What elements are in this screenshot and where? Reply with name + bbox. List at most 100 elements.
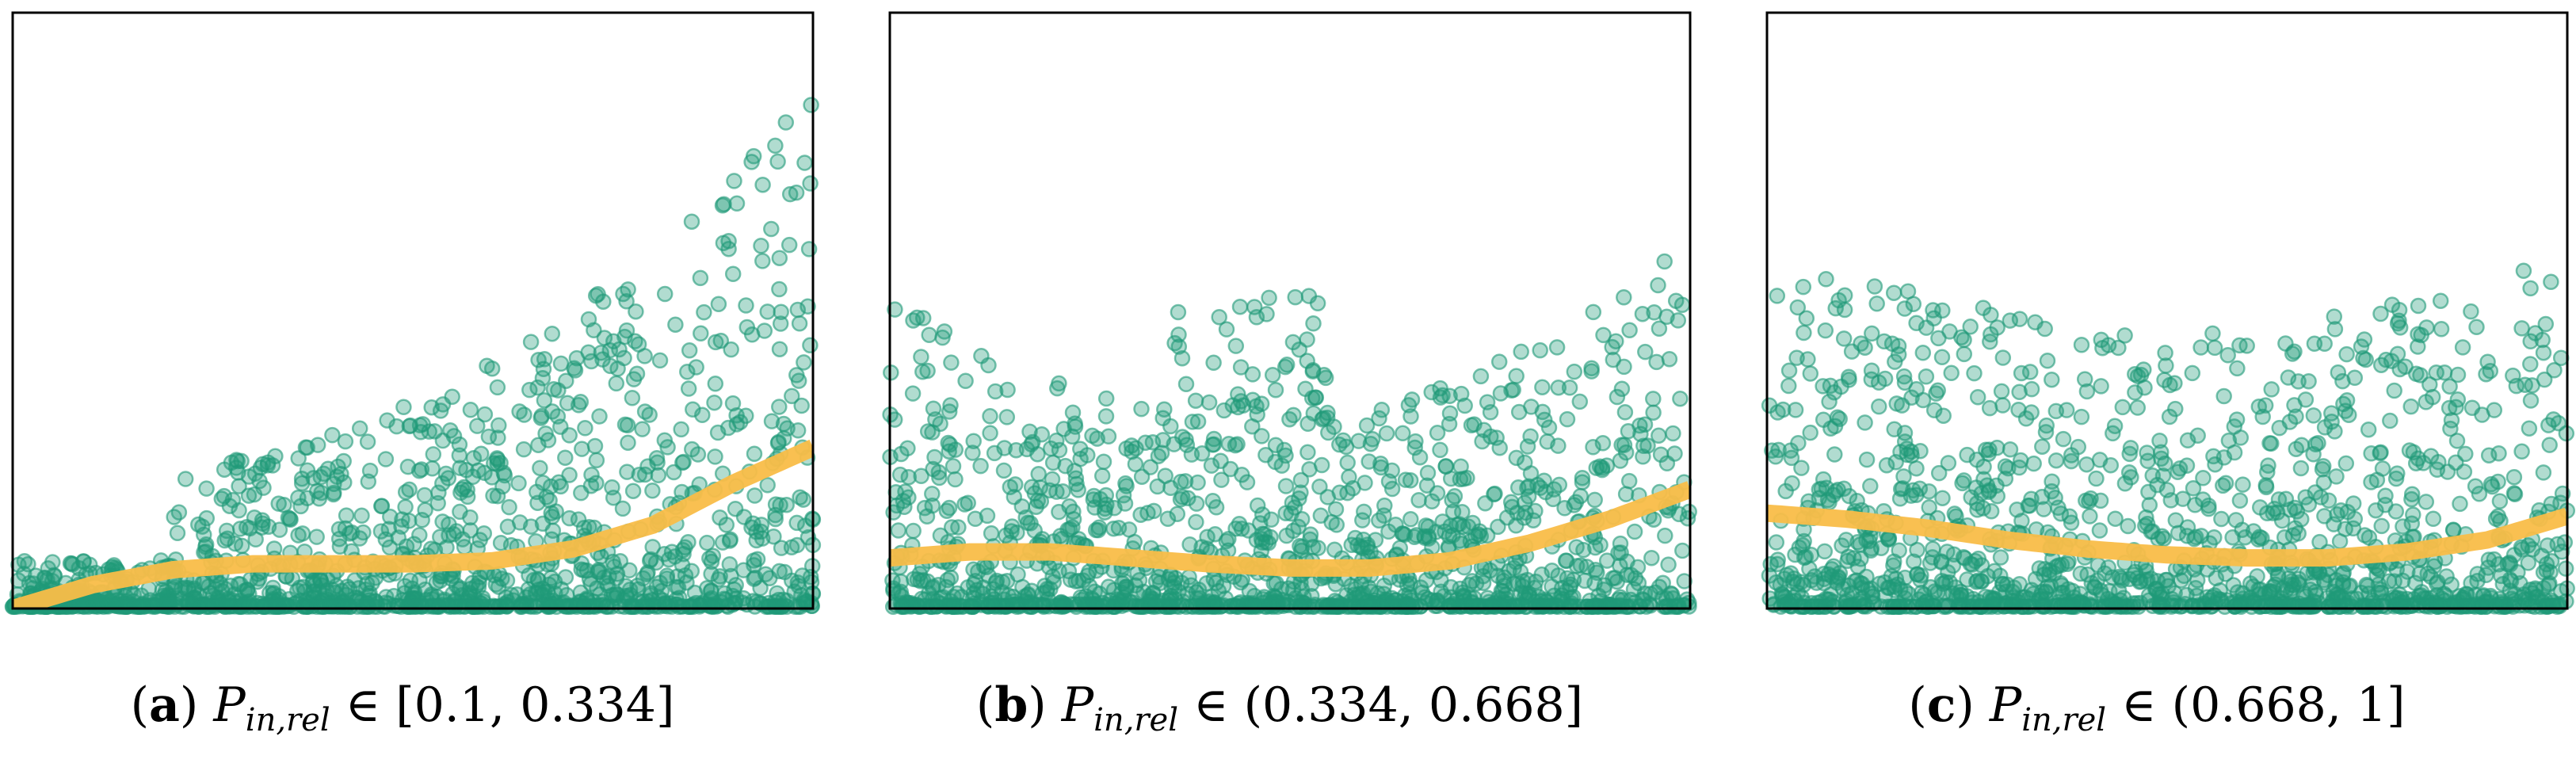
scatter-point: [1051, 441, 1068, 459]
scatter-point: [667, 316, 684, 333]
scatter-point: [1051, 597, 1067, 613]
scatter-point: [588, 452, 605, 469]
scatter-point: [1885, 557, 1902, 574]
scatter-point: [803, 594, 820, 612]
scatter-point: [1605, 351, 1622, 368]
scatter-point: [722, 531, 738, 548]
scatter-point: [1896, 374, 1914, 391]
scatter-point: [763, 413, 780, 429]
scatter-point: [1802, 365, 1819, 382]
scatter-point: [1070, 572, 1087, 589]
scatter-point: [1983, 503, 2000, 520]
scatter-point: [1345, 479, 1361, 497]
scatter-point: [1033, 426, 1051, 443]
scatter-point: [254, 512, 271, 528]
scatter-point: [2011, 459, 2028, 476]
scatter-point: [1253, 395, 1270, 412]
scatter-point: [2023, 404, 2040, 421]
scatter-point: [621, 562, 638, 579]
scatter-point: [1963, 489, 1979, 505]
scatter-point: [905, 312, 922, 329]
scatter-point: [535, 475, 551, 491]
scatter-point: [2357, 351, 2374, 368]
scatter-point: [726, 173, 742, 189]
scatter-point: [900, 489, 917, 506]
scatter-point: [1152, 574, 1169, 592]
scatter-point: [1940, 455, 1957, 471]
scatter-point: [401, 513, 418, 529]
scatter-point: [777, 114, 795, 131]
scatter-point: [1454, 503, 1471, 521]
scatter-point: [2229, 360, 2246, 377]
scatter-point: [1956, 472, 1972, 489]
scatter-point: [1557, 552, 1574, 569]
scatter-point: [1658, 598, 1674, 615]
scatter-point: [1639, 437, 1656, 454]
scatter-point: [1290, 518, 1307, 536]
scatter-point: [1612, 452, 1629, 469]
scatter-point: [967, 510, 984, 528]
scatter-point: [727, 577, 744, 593]
scatter-point: [2345, 520, 2362, 537]
scatter-point: [2224, 528, 2241, 546]
scatter-point: [1326, 418, 1342, 435]
scatter-point: [444, 388, 460, 406]
scatter-point: [108, 595, 124, 612]
scatter-point: [337, 433, 354, 450]
scatter-point: [1609, 388, 1626, 406]
scatter-point: [1432, 389, 1449, 406]
scatter-point: [913, 467, 929, 485]
caption-subscript: in,rel: [245, 702, 330, 738]
scatter-point: [1434, 513, 1451, 530]
scatter-point: [1885, 284, 1902, 301]
scatter-point: [1081, 563, 1097, 580]
scatter-point: [803, 97, 819, 113]
scatter-point: [2107, 510, 2124, 527]
scatter-point: [1899, 446, 1916, 464]
scatter-point: [1372, 459, 1390, 476]
scatter-point: [636, 403, 654, 420]
scatter-point: [2157, 571, 2174, 589]
scatter-point: [1767, 448, 1784, 465]
plot-frame: [1765, 11, 2569, 610]
scatter-point: [2346, 369, 2364, 387]
scatter-point: [1327, 501, 1345, 517]
scatter-point: [2522, 356, 2539, 372]
scatter-point: [1994, 349, 2012, 366]
scatter-point: [1118, 478, 1135, 494]
scatter-point: [1483, 598, 1499, 615]
scatter-point: [1373, 402, 1391, 418]
scatter-point: [1780, 362, 1798, 380]
scatter-point: [618, 322, 635, 339]
scatter-point: [791, 315, 808, 332]
scatter-point: [2535, 464, 2552, 481]
scatter-point: [431, 598, 448, 615]
scatter-point: [2063, 447, 2080, 464]
scatter-point: [147, 598, 164, 615]
trend-line: [1767, 504, 2567, 567]
scatter-point: [2185, 480, 2202, 497]
scatter-point: [492, 534, 509, 551]
scatter-point: [501, 498, 517, 516]
scatter-point: [2141, 497, 2158, 513]
scatter-point: [2162, 376, 2178, 394]
scatter-point: [1460, 577, 1478, 593]
scatter-point: [1154, 592, 1171, 609]
scatter-point: [2337, 455, 2355, 472]
scatter-point: [558, 598, 574, 615]
scatter-point: [1918, 368, 1935, 385]
scatter-point: [1067, 415, 1083, 432]
scatter-point: [2557, 560, 2574, 577]
scatter-point: [1218, 321, 1235, 338]
scatter-point: [918, 597, 935, 614]
scatter-point: [794, 567, 811, 584]
scatter-point: [1995, 598, 2013, 615]
scatter-point: [703, 553, 720, 570]
scatter-point: [515, 441, 532, 458]
scatter-point: [658, 567, 676, 584]
scatter-point: [2055, 430, 2072, 448]
scatter-point: [2078, 456, 2095, 473]
scatter-point: [2467, 478, 2484, 495]
points-group: [4, 97, 822, 615]
scatter-point: [2501, 554, 2518, 571]
